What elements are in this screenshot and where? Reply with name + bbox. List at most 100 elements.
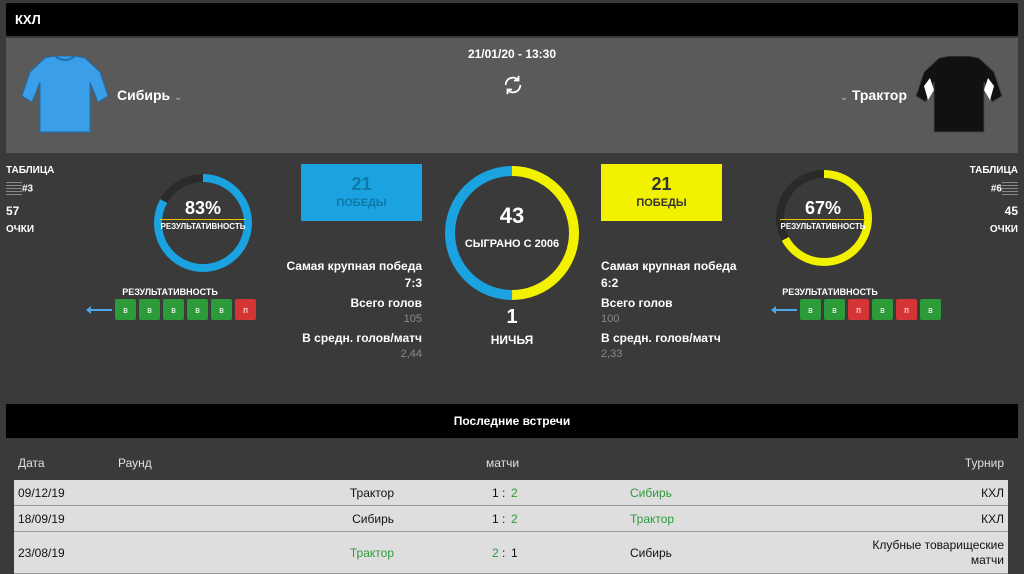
away-stats: Самая крупная победа 6:2 Всего голов 100… (601, 259, 737, 360)
row-tournament: КХЛ (981, 486, 1004, 500)
table-row[interactable]: 09/12/19 Трактор 1:2 Сибирь КХЛ (14, 480, 1008, 506)
home-team-name: Сибирь (117, 87, 171, 103)
row-score-sep: : (502, 486, 506, 500)
away-table-box: ТАБЛИЦА #6 45 ОЧКИ (970, 165, 1018, 235)
away-wins: 21 (651, 174, 672, 194)
row-date: 23/08/19 (18, 546, 65, 560)
row-away-team[interactable]: Сибирь (630, 546, 672, 560)
row-home-score: 1 (492, 512, 499, 526)
row-tournament: Клубные товарищеские матчи (872, 538, 1004, 567)
row-date: 18/09/19 (18, 512, 65, 526)
row-away-score: 1 (511, 546, 518, 560)
home-efficiency-pct: 83% (184, 198, 222, 218)
league-title: КХЛ (15, 12, 41, 27)
home-efficiency-text: 83% РЕЗУЛЬТАТИВНОСТЬ (160, 198, 246, 231)
home-shirt-icon (21, 56, 109, 133)
home-total-goals-label: Всего голов (350, 296, 422, 310)
row-score-sep: : (502, 512, 506, 526)
away-team-name: Трактор (851, 87, 907, 103)
row-home-score: 2 (492, 546, 499, 560)
form-result-badge: в (163, 299, 184, 320)
away-position: #6 (990, 183, 1002, 195)
row-tournament: КХЛ (981, 512, 1004, 526)
col-tournament: Турнир (964, 456, 1004, 470)
row-home-score: 1 (492, 486, 499, 500)
home-position: #3 (22, 183, 34, 195)
form-result-badge: в (115, 299, 136, 320)
away-shirt-icon (915, 56, 1003, 133)
row-score-sep: : (502, 546, 506, 560)
arrow-left-icon (771, 305, 797, 314)
away-efficiency-arc (776, 170, 872, 266)
home-wins-label: ПОБЕДЫ (336, 197, 387, 209)
home-wins: 21 (351, 174, 372, 194)
away-wins-box: 21 ПОБЕДЫ (601, 164, 722, 221)
away-total-goals-label: Всего голов (601, 296, 673, 310)
row-away-score: 2 (511, 512, 518, 526)
home-points: 57 (6, 204, 20, 218)
home-share-arc (445, 166, 579, 300)
form-result-badge: п (896, 299, 917, 320)
home-efficiency-label: РЕЗУЛЬТАТИВНОСТЬ (160, 219, 246, 231)
form-result-badge: в (139, 299, 160, 320)
home-team-button[interactable]: Сибирь ⌄ (117, 87, 182, 103)
recent-meetings-title: Последние встречи (6, 404, 1018, 438)
row-date: 09/12/19 (18, 486, 65, 500)
played-count: 43 (499, 203, 525, 228)
row-away-team[interactable]: Трактор (630, 512, 675, 526)
form-result-badge: в (800, 299, 821, 320)
row-away-team[interactable]: Сибирь (630, 486, 672, 500)
away-biggest-win: 6:2 (601, 276, 619, 290)
table-row[interactable]: 18/09/19 Сибирь 1:2 Трактор КХЛ (14, 506, 1008, 532)
table-icon (6, 182, 22, 196)
match-header: 21/01/20 - 13:30 Сибирь ⌄ ⌄ Трактор (6, 38, 1018, 153)
row-home-team[interactable]: Трактор (349, 486, 394, 500)
away-table-label: ТАБЛИЦА (969, 165, 1018, 176)
home-biggest-win: 7:3 (404, 276, 422, 290)
home-avg-goals: 2,44 (400, 348, 422, 360)
table-row[interactable]: 23/08/19 Трактор 2:1 Сибирь Клубные товарище… (14, 532, 1008, 574)
table-icon (1002, 182, 1018, 196)
row-home-team[interactable]: Трактор (349, 546, 394, 560)
home-points-label: ОЧКИ (6, 224, 35, 235)
refresh-icon[interactable] (502, 74, 524, 96)
league-bar: КХЛ (6, 3, 1018, 36)
away-team-button[interactable]: ⌄ Трактор (840, 87, 907, 103)
away-avg-goals-label: В средн. голов/матч (601, 331, 721, 345)
form-result-badge: п (848, 299, 869, 320)
home-efficiency-arc (154, 174, 252, 272)
away-avg-goals: 2,33 (601, 348, 623, 360)
away-efficiency-donut (776, 170, 872, 266)
form-result-badge: в (872, 299, 893, 320)
row-home-team[interactable]: Сибирь (352, 512, 394, 526)
home-table-label: ТАБЛИЦА (6, 165, 55, 176)
arrow-left-icon (86, 305, 112, 314)
form-result-badge: в (211, 299, 232, 320)
draws-count: 1 (506, 306, 518, 328)
home-wins-box: 21 ПОБЕДЫ (301, 164, 422, 221)
away-wins-label: ПОБЕДЫ (636, 197, 687, 209)
col-round: Раунд (118, 456, 152, 470)
home-table-box: ТАБЛИЦА #3 57 ОЧКИ (6, 165, 54, 235)
col-date: Дата (18, 456, 45, 470)
played-label: СЫГРАНО С 2006 (464, 238, 560, 250)
recent-table-header: Дата Раунд матчи Турнир (6, 448, 1018, 478)
away-total-goals: 100 (601, 313, 620, 325)
away-biggest-win-label: Самая крупная победа (601, 259, 737, 273)
home-efficiency-donut (154, 174, 252, 272)
head-to-head-donut (445, 166, 579, 300)
home-form-title: РЕЗУЛЬТАТИВНОСТЬ (122, 287, 218, 297)
home-biggest-win-label: Самая крупная победа (286, 259, 422, 273)
away-form-title: РЕЗУЛЬТАТИВНОСТЬ (782, 287, 878, 297)
home-total-goals: 105 (403, 313, 422, 325)
draws-label: НИЧЬЯ (490, 333, 534, 347)
away-efficiency-text: 67% РЕЗУЛЬТАТИВНОСТЬ (780, 198, 866, 231)
form-result-badge: в (920, 299, 941, 320)
away-points: 45 (1004, 204, 1018, 218)
form-result-badge: в (187, 299, 208, 320)
chevron-down-icon: ⌄ (174, 92, 183, 103)
home-avg-goals-label: В средн. голов/матч (302, 331, 422, 345)
chevron-down-icon: ⌄ (839, 92, 848, 103)
